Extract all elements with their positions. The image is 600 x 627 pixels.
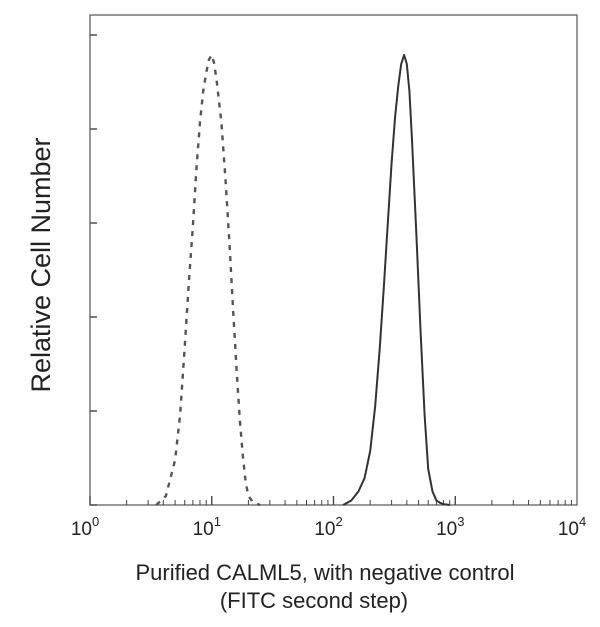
series-layer <box>155 53 450 507</box>
negative-control-curve <box>155 53 261 507</box>
y-axis-ticks <box>90 34 97 506</box>
calml5-curve <box>342 54 450 506</box>
x-tick-label-base: 10 <box>71 519 92 540</box>
x-tick-label: 100 <box>71 514 99 540</box>
x-tick-label-base: 10 <box>558 519 579 540</box>
x-tick-label-base: 10 <box>314 519 335 540</box>
x-tick-label-exponent: 4 <box>579 514 586 529</box>
x-tick-label-exponent: 1 <box>214 514 221 529</box>
x-axis-title-line2: (FITC second step) <box>220 588 408 613</box>
x-tick-label-exponent: 3 <box>457 514 464 529</box>
x-tick-label: 103 <box>436 514 464 540</box>
x-axis-title: Purified CALML5, with negative control <box>135 560 514 585</box>
x-tick-label: 101 <box>193 514 221 540</box>
x-axis-ticks: 100 101 102 103 104 <box>71 496 586 540</box>
x-tick-label-base: 10 <box>436 519 457 540</box>
x-tick-label-exponent: 0 <box>92 514 99 529</box>
x-tick-label: 104 <box>558 514 586 540</box>
y-axis-title: Relative Cell Number <box>26 137 56 392</box>
x-tick-label: 102 <box>314 514 342 540</box>
x-tick-label-base: 10 <box>193 519 214 540</box>
plot-frame <box>89 14 578 506</box>
x-tick-label-exponent: 2 <box>335 514 342 529</box>
